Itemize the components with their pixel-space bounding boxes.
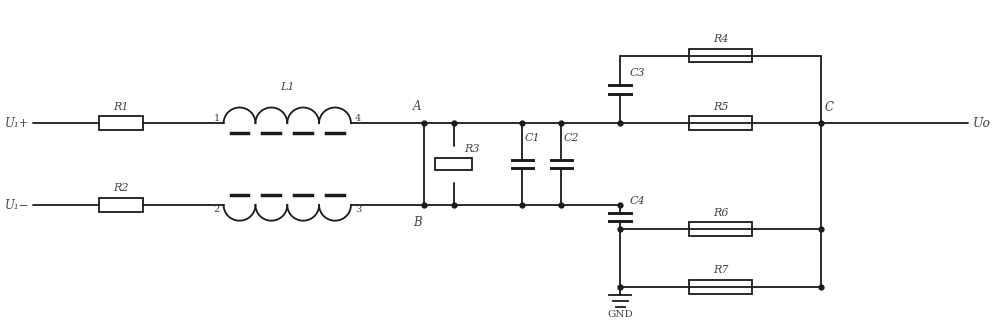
Text: 3: 3 — [355, 205, 361, 214]
Text: R1: R1 — [113, 102, 129, 112]
Text: C2: C2 — [563, 133, 579, 143]
Text: C3: C3 — [630, 68, 646, 78]
Text: R5: R5 — [713, 102, 728, 112]
Bar — [99, 198, 143, 212]
Text: R3: R3 — [465, 145, 480, 155]
Text: U₁+: U₁+ — [5, 117, 30, 130]
Bar — [689, 117, 752, 130]
Text: Uo: Uo — [973, 117, 991, 130]
Bar — [689, 280, 752, 294]
Bar — [689, 49, 752, 63]
Text: R4: R4 — [713, 34, 728, 44]
Bar — [99, 117, 143, 130]
Text: C: C — [825, 102, 834, 115]
Bar — [435, 158, 472, 170]
Text: A: A — [413, 100, 421, 113]
Text: C4: C4 — [630, 195, 646, 205]
Bar — [689, 222, 752, 236]
Text: U₁−: U₁− — [5, 198, 30, 211]
Text: GND: GND — [607, 310, 633, 319]
Text: 1: 1 — [213, 114, 220, 123]
Text: R2: R2 — [113, 183, 129, 193]
Text: R7: R7 — [713, 265, 728, 275]
Text: R6: R6 — [713, 207, 728, 217]
Text: 2: 2 — [213, 205, 220, 214]
Text: 4: 4 — [355, 114, 361, 123]
Text: L1: L1 — [280, 82, 295, 92]
Text: C1: C1 — [524, 133, 540, 143]
Text: B: B — [413, 215, 421, 229]
